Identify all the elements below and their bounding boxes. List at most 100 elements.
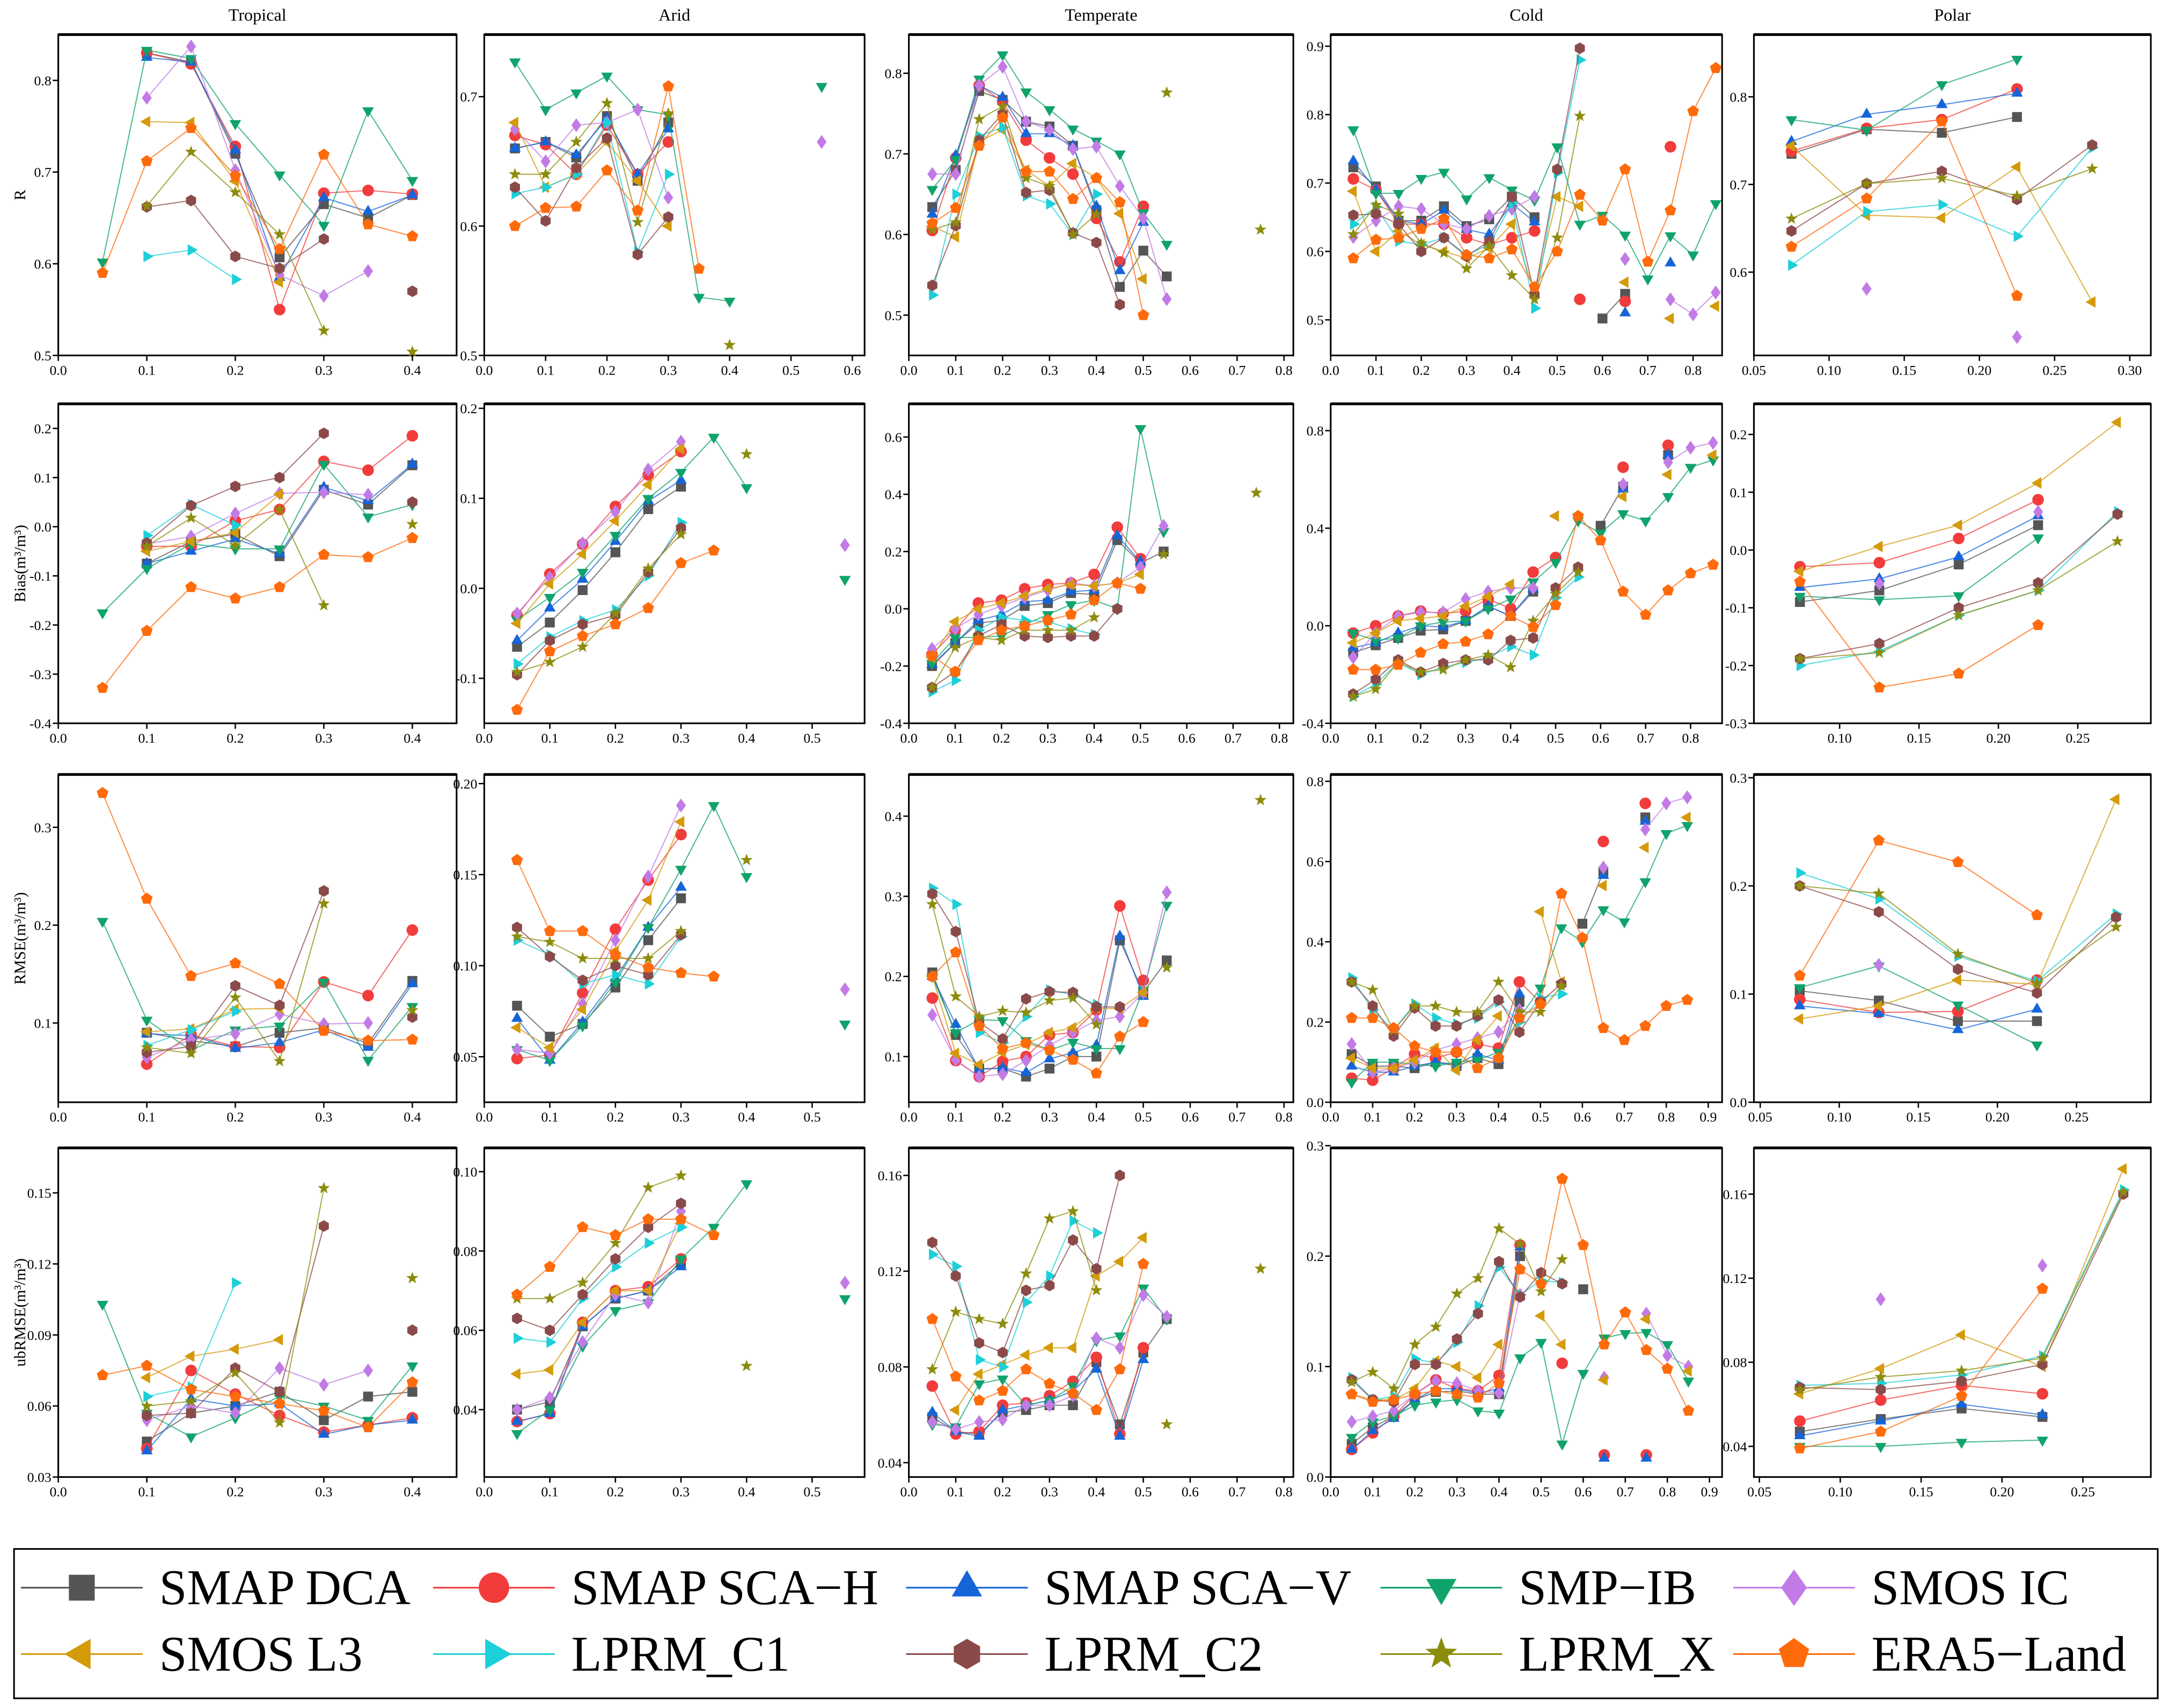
- series-line: [102, 921, 413, 1061]
- data-point-triangle-left-marker: [273, 1333, 283, 1346]
- data-point-circle-marker: [1506, 232, 1518, 244]
- data-point-hexagon-marker: [545, 634, 555, 647]
- data-point-triangle-left-marker: [1618, 276, 1629, 288]
- data-point-diamond-marker: [1159, 518, 1169, 533]
- data-point-diamond-marker: [319, 485, 329, 500]
- panel-arid-r: 0.0 0.1 0.2 0.3 0.4 0.5 0.6 0.5 0.6 0.7 Arid: [460, 5, 866, 378]
- series-lprm-c2: [1794, 508, 2123, 665]
- data-point-pentagon-marker: [708, 1229, 720, 1240]
- y-tick-label: 0.06: [453, 1323, 477, 1338]
- y-tick-label: 0.15: [27, 1185, 52, 1201]
- data-point-triangle-down-marker: [1642, 275, 1654, 286]
- data-point-pentagon-marker: [141, 1359, 153, 1371]
- data-point-pentagon-marker: [141, 625, 153, 636]
- data-point-star-marker: [1043, 1212, 1056, 1224]
- data-point-pentagon-marker: [1687, 105, 1699, 116]
- data-point-circle-marker: [362, 464, 374, 477]
- data-point-hexagon-marker: [1957, 1375, 1967, 1387]
- data-point-triangle-down-marker: [996, 1017, 1009, 1028]
- data-point-triangle-down-marker: [1347, 629, 1359, 640]
- data-point-star-marker: [1534, 1006, 1547, 1017]
- x-tick-label: 0.0: [50, 1109, 67, 1125]
- series-era5-land: [1794, 834, 2043, 981]
- data-point-star-marker: [1493, 1222, 1505, 1234]
- data-point-triangle-left-marker: [1137, 986, 1147, 999]
- series-lprm-c2: [512, 1197, 686, 1336]
- data-point-pentagon-marker: [926, 1313, 939, 1324]
- data-point-pentagon-marker: [274, 243, 285, 254]
- data-point-triangle-down-marker: [1598, 906, 1609, 917]
- x-tick-label: 0.10: [1827, 1109, 1851, 1125]
- data-point-triangle-down-marker: [610, 978, 621, 989]
- x-tick-label: 0.3: [1458, 362, 1475, 378]
- data-point-star-marker: [229, 539, 241, 551]
- data-point-square-marker: [2032, 1016, 2042, 1027]
- data-point-diamond-marker: [1452, 1376, 1462, 1390]
- x-tick-label: 0.4: [1490, 1109, 1507, 1125]
- legend: SMAP DCA SMAP SCA−H SMAP SCA−V SMP−IB SMOS I…: [13, 1548, 2159, 1699]
- data-point-triangle-down-marker: [274, 545, 285, 556]
- data-point-triangle-left-marker: [1066, 158, 1076, 170]
- data-point-hexagon-marker: [1115, 298, 1125, 311]
- data-point-star-marker: [318, 324, 330, 336]
- data-point-triangle-up-marker: [318, 1427, 330, 1438]
- data-point-star-marker: [1415, 665, 1427, 678]
- data-point-triangle-left-marker: [1041, 583, 1051, 595]
- data-point-triangle-right-marker: [1863, 206, 1874, 218]
- data-point-circle-marker: [406, 430, 419, 442]
- data-point-pentagon-marker: [1088, 594, 1100, 605]
- data-point-triangle-right-marker: [976, 1354, 986, 1366]
- data-point-star-marker: [1067, 228, 1079, 240]
- data-point-triangle-down-marker: [1482, 605, 1494, 615]
- data-point-pentagon-marker: [1572, 510, 1584, 521]
- data-point-triangle-down-marker: [1936, 81, 1948, 92]
- data-point-hexagon-marker: [1371, 673, 1381, 685]
- y-tick-label: 0.6: [1730, 265, 1747, 280]
- x-tick-label: 0.8: [1684, 362, 1702, 378]
- x-tick-label: 0.0: [50, 1484, 67, 1500]
- data-point-triangle-down-marker: [839, 1295, 851, 1306]
- data-point-triangle-left-marker: [2085, 296, 2096, 308]
- y-tick-label: 0.2: [34, 421, 52, 436]
- y-tick-label: 0.4: [1307, 934, 1324, 950]
- data-point-hexagon-marker: [1953, 602, 1964, 614]
- data-point-circle-marker: [1461, 232, 1472, 244]
- series-line: [515, 118, 669, 175]
- data-point-diamond-marker: [998, 1067, 1008, 1081]
- data-point-pentagon-marker: [1682, 1404, 1695, 1416]
- y-tick-label: 0.1: [34, 1015, 52, 1031]
- data-point-diamond-marker: [1874, 576, 1885, 591]
- data-point-star-marker: [544, 1292, 556, 1304]
- x-tick-label: 0.6: [1182, 1109, 1199, 1125]
- data-point-star-marker: [926, 681, 939, 693]
- data-point-hexagon-marker: [998, 1033, 1008, 1045]
- y-tick-label: 0.4: [1307, 521, 1324, 536]
- data-point-circle-marker: [1953, 532, 1965, 545]
- data-point-triangle-left-marker: [1087, 580, 1098, 592]
- series-line: [1800, 524, 2039, 603]
- legend-label: SMAP SCA−H: [571, 1560, 878, 1616]
- y-tick-label: 0.8: [1730, 89, 1747, 105]
- data-point-diamond-marker: [1688, 307, 1698, 321]
- data-point-diamond-marker: [1682, 790, 1692, 804]
- series-line: [1800, 499, 2039, 568]
- data-point-triangle-down-marker: [1535, 1339, 1547, 1349]
- panel-tropical-rmse: 0.0 0.1 0.2 0.3 0.4 0.1 0.2 0.3 RMSE(m³/m³): [12, 773, 458, 1125]
- data-point-triangle-left-marker: [1709, 300, 1719, 312]
- data-point-square-marker: [1953, 559, 1964, 570]
- data-point-triangle-down-marker: [141, 565, 153, 575]
- plot-frame: [908, 403, 1294, 724]
- y-tick-label: 0.6: [885, 429, 902, 445]
- data-point-pentagon-marker: [1347, 252, 1359, 263]
- data-point-pentagon-marker: [1640, 1344, 1652, 1355]
- x-tick-label: 0.6: [1182, 362, 1199, 378]
- data-point-triangle-left-marker: [1534, 1310, 1545, 1322]
- series-line: [516, 436, 748, 620]
- y-tick-label: 0.04: [1723, 1439, 1747, 1454]
- series-lprm-c2: [1794, 880, 2121, 999]
- x-tick-label: 0.2: [994, 362, 1011, 378]
- x-tick-label: 0.2: [993, 730, 1010, 746]
- data-point-triangle-down-marker: [1430, 1398, 1442, 1409]
- x-tick-label: 0.3: [315, 1484, 332, 1500]
- x-tick-label: 0.1: [1367, 362, 1384, 378]
